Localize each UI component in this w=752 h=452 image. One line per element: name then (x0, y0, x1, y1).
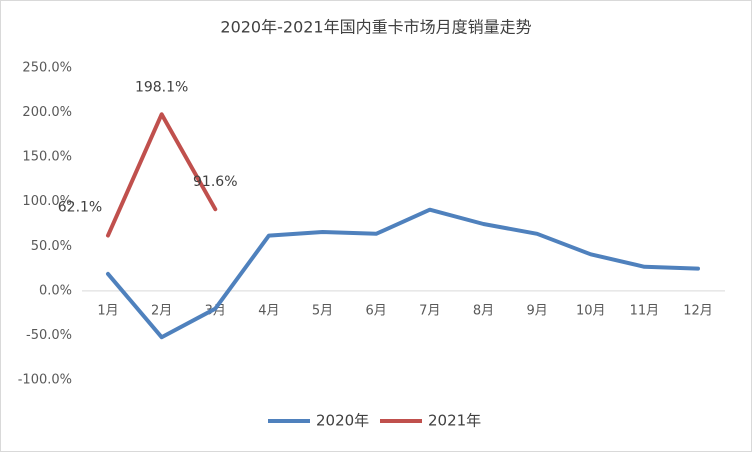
y-tick-label: -50.0% (26, 328, 72, 343)
x-tick-label: 10月 (576, 303, 606, 318)
y-tick-label: 150.0% (22, 150, 72, 165)
y-tick-label: 250.0% (22, 61, 72, 76)
data-label: 91.6% (193, 174, 237, 190)
chart-title: 2020年-2021年国内重卡市场月度销量走势 (220, 18, 531, 37)
x-tick-label: 11月 (630, 303, 660, 318)
y-tick-label: -100.0% (18, 373, 72, 388)
x-tick-label: 6月 (366, 303, 387, 318)
x-tick-label: 5月 (312, 303, 333, 318)
x-tick-label: 4月 (258, 303, 279, 318)
x-tick-label: 12月 (683, 303, 713, 318)
data-label: 198.1% (135, 79, 188, 95)
y-tick-label: 200.0% (22, 105, 72, 120)
line-series (106, 112, 218, 238)
y-tick-label: 50.0% (31, 239, 72, 254)
y-tick-label: 0.0% (39, 283, 72, 298)
legend-label: 2020年 (316, 412, 369, 430)
legend-label: 2021年 (428, 412, 481, 430)
x-tick-label: 9月 (526, 303, 547, 318)
y-tick-label: 100.0% (22, 194, 72, 209)
x-tick-label: 1月 (97, 303, 118, 318)
line-series (106, 207, 700, 340)
x-tick-label: 8月 (473, 303, 494, 318)
x-tick-label: 7月 (419, 303, 440, 318)
x-tick-label: 2月 (151, 303, 172, 318)
data-label: 62.1% (58, 199, 102, 215)
